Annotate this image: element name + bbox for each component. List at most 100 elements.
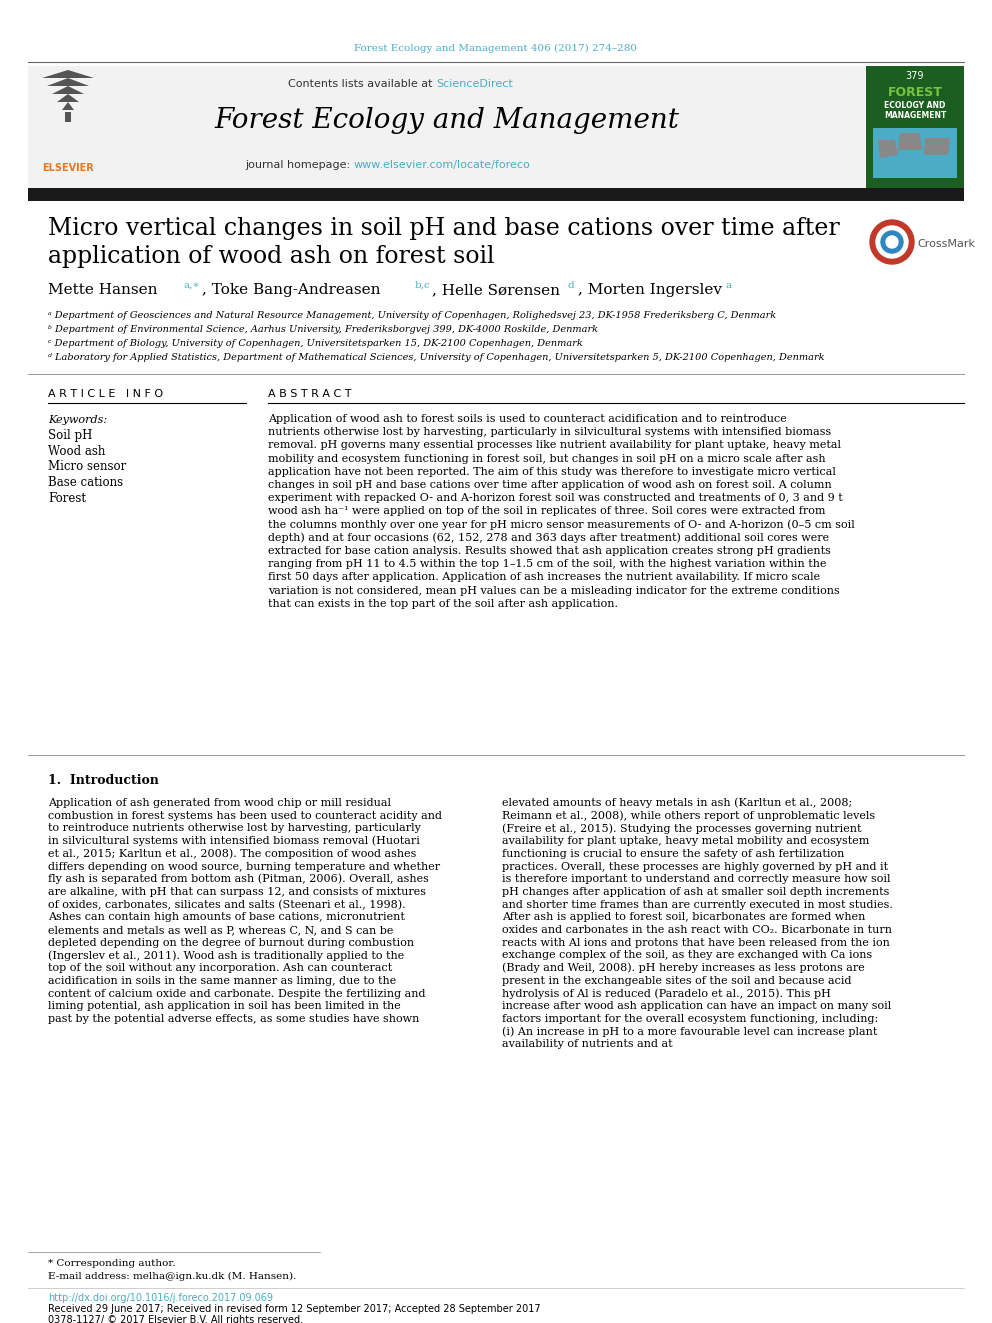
Circle shape [876,226,908,258]
Bar [28,66,866,188]
Text: , Helle Sørensen: , Helle Sørensen [432,283,560,296]
Text: ᵃ Department of Geosciences and Natural Resource Management, University of Copen: ᵃ Department of Geosciences and Natural … [48,311,776,320]
Text: and shorter time frames than are currently executed in most studies.: and shorter time frames than are current… [502,900,893,910]
Text: mobility and ecosystem functioning in forest soil, but changes in soil pH on a m: mobility and ecosystem functioning in fo… [268,454,825,463]
Text: practices. Overall, these processes are highly governed by pH and it: practices. Overall, these processes are … [502,861,888,872]
Text: liming potential, ash application in soil has been limited in the: liming potential, ash application in soi… [48,1002,401,1011]
Text: (i) An increase in pH to a more favourable level can increase plant: (i) An increase in pH to a more favourab… [502,1027,877,1037]
Text: Micro sensor: Micro sensor [48,460,126,474]
Text: availability for plant uptake, heavy metal mobility and ecosystem: availability for plant uptake, heavy met… [502,836,869,847]
Text: in silvicultural systems with intensified biomass removal (Huotari: in silvicultural systems with intensifie… [48,836,420,847]
Text: depth) and at four occasions (62, 152, 278 and 363 days after treatment) additio: depth) and at four occasions (62, 152, 2… [268,533,829,542]
Text: reacts with Al ions and protons that have been released from the ion: reacts with Al ions and protons that hav… [502,938,890,947]
Text: top of the soil without any incorporation. Ash can counteract: top of the soil without any incorporatio… [48,963,392,974]
Text: content of calcium oxide and carbonate. Despite the fertilizing and: content of calcium oxide and carbonate. … [48,988,426,999]
Text: factors important for the overall ecosystem functioning, including:: factors important for the overall ecosys… [502,1013,878,1024]
Text: past by the potential adverse effects, as some studies have shown: past by the potential adverse effects, a… [48,1013,420,1024]
Text: the columns monthly over one year for pH micro sensor measurements of O- and A-h: the columns monthly over one year for pH… [268,520,855,531]
Text: FOREST: FOREST [888,86,942,99]
Text: of oxides, carbonates, silicates and salts (Steenari et al., 1998).: of oxides, carbonates, silicates and sal… [48,900,406,910]
Text: that can exists in the top part of the soil after ash application.: that can exists in the top part of the s… [268,599,618,609]
Text: Forest Ecology and Management: Forest Ecology and Management [214,107,680,135]
Text: Base cations: Base cations [48,476,123,490]
Text: ᵇ Department of Environmental Science, Aarhus University, Frederiksborgvej 399, : ᵇ Department of Environmental Science, A… [48,325,598,335]
Text: b,c: b,c [415,280,431,290]
Text: Forest: Forest [48,492,86,504]
Text: Application of ash generated from wood chip or mill residual: Application of ash generated from wood c… [48,798,391,808]
Text: Micro vertical changes in soil pH and base cations over time after: Micro vertical changes in soil pH and ba… [48,217,840,241]
Text: http://dx.doi.org/10.1016/j.foreco.2017.09.069: http://dx.doi.org/10.1016/j.foreco.2017.… [48,1293,273,1303]
Text: increase after wood ash application can have an impact on many soil: increase after wood ash application can … [502,1002,891,1011]
Text: differs depending on wood source, burning temperature and whether: differs depending on wood source, burnin… [48,861,440,872]
Text: 1.  Introduction: 1. Introduction [48,774,159,786]
Text: journal homepage:: journal homepage: [245,160,354,169]
Text: is therefore important to understand and correctly measure how soil: is therefore important to understand and… [502,875,891,884]
Text: wood ash ha⁻¹ were applied on top of the soil in replicates of three. Soil cores: wood ash ha⁻¹ were applied on top of the… [268,507,825,516]
Text: Ashes can contain high amounts of base cations, micronutrient: Ashes can contain high amounts of base c… [48,913,405,922]
Text: fly ash is separated from bottom ash (Pitman, 2006). Overall, ashes: fly ash is separated from bottom ash (Pi… [48,875,429,885]
Text: removal. pH governs many essential processes like nutrient availability for plan: removal. pH governs many essential proce… [268,441,841,450]
Text: (Freire et al., 2015). Studying the processes governing nutrient: (Freire et al., 2015). Studying the proc… [502,823,861,833]
Polygon shape [878,140,898,157]
Text: a,∗: a,∗ [184,280,200,290]
Text: Wood ash: Wood ash [48,445,105,458]
Text: hydrolysis of Al is reduced (Paradelo et al., 2015). This pH: hydrolysis of Al is reduced (Paradelo et… [502,988,831,999]
Text: ECOLOGY AND: ECOLOGY AND [884,102,945,111]
Text: 379: 379 [906,71,925,81]
Text: Received 29 June 2017; Received in revised form 12 September 2017; Accepted 28 S: Received 29 June 2017; Received in revis… [48,1304,541,1314]
Text: application have not been reported. The aim of this study was therefore to inves: application have not been reported. The … [268,467,836,476]
Text: acidification in soils in the same manner as liming, due to the: acidification in soils in the same manne… [48,976,396,986]
Text: www.elsevier.com/locate/foreco: www.elsevier.com/locate/foreco [354,160,531,169]
Text: , Toke Bang-Andreasen: , Toke Bang-Andreasen [202,283,381,296]
Bar [65,112,71,122]
Text: to reintroduce nutrients otherwise lost by harvesting, particularly: to reintroduce nutrients otherwise lost … [48,823,421,833]
Text: experiment with repacked O- and A-horizon forest soil was constructed and treatm: experiment with repacked O- and A-horizo… [268,493,843,503]
Text: Contents lists available at: Contents lists available at [288,79,436,89]
Text: elements and metals as well as P, whereas C, N, and S can be: elements and metals as well as P, wherea… [48,925,394,935]
Polygon shape [924,138,950,155]
Polygon shape [47,78,89,86]
Text: are alkaline, with pH that can surpass 12, and consists of mixtures: are alkaline, with pH that can surpass 1… [48,886,426,897]
Text: et al., 2015; Karltun et al., 2008). The composition of wood ashes: et al., 2015; Karltun et al., 2008). The… [48,848,417,859]
Text: extracted for base cation analysis. Results showed that ash application creates : extracted for base cation analysis. Resu… [268,546,831,556]
Polygon shape [52,86,84,94]
Bar [873,128,957,179]
Polygon shape [57,94,79,102]
Text: ELSEVIER: ELSEVIER [42,163,94,173]
Polygon shape [62,102,74,110]
Text: combustion in forest systems has been used to counteract acidity and: combustion in forest systems has been us… [48,811,442,820]
Text: ᶜ Department of Biology, University of Copenhagen, Universitetsparken 15, DK-210: ᶜ Department of Biology, University of C… [48,340,582,348]
Text: 0378-1127/ © 2017 Elsevier B.V. All rights reserved.: 0378-1127/ © 2017 Elsevier B.V. All righ… [48,1315,304,1323]
Text: Application of wood ash to forest soils is used to counteract acidification and : Application of wood ash to forest soils … [268,414,787,423]
Text: oxides and carbonates in the ash react with CO₂. Bicarbonate in turn: oxides and carbonates in the ash react w… [502,925,892,935]
Text: depleted depending on the degree of burnout during combustion: depleted depending on the degree of burn… [48,938,414,947]
Text: Mette Hansen: Mette Hansen [48,283,158,296]
Text: MANAGEMENT: MANAGEMENT [884,111,946,120]
Text: * Corresponding author.: * Corresponding author. [48,1258,176,1267]
Text: nutrients otherwise lost by harvesting, particularly in silvicultural systems wi: nutrients otherwise lost by harvesting, … [268,427,831,437]
Text: Soil pH: Soil pH [48,430,92,442]
Text: (Brady and Weil, 2008). pH hereby increases as less protons are: (Brady and Weil, 2008). pH hereby increa… [502,963,865,974]
Polygon shape [42,70,94,78]
Text: pH changes after application of ash at smaller soil depth increments: pH changes after application of ash at s… [502,886,890,897]
Text: Reimann et al., 2008), while others report of unproblematic levels: Reimann et al., 2008), while others repo… [502,811,875,822]
Text: ScienceDirect: ScienceDirect [436,79,513,89]
Text: changes in soil pH and base cations over time after application of wood ash on f: changes in soil pH and base cations over… [268,480,831,490]
Text: d: d [567,280,573,290]
Text: a: a [725,280,731,290]
Text: present in the exchangeable sites of the soil and because acid: present in the exchangeable sites of the… [502,976,851,986]
Text: CrossMark: CrossMark [917,239,975,249]
Text: elevated amounts of heavy metals in ash (Karltun et al., 2008;: elevated amounts of heavy metals in ash … [502,798,852,808]
Text: application of wood ash on forest soil: application of wood ash on forest soil [48,245,494,267]
Bar [28,66,136,188]
Text: Forest Ecology and Management 406 (2017) 274–280: Forest Ecology and Management 406 (2017)… [354,44,638,53]
Text: ranging from pH 11 to 4.5 within the top 1–1.5 cm of the soil, with the highest : ranging from pH 11 to 4.5 within the top… [268,560,826,569]
Text: functioning is crucial to ensure the safety of ash fertilization: functioning is crucial to ensure the saf… [502,849,844,859]
Bar [28,188,964,201]
Circle shape [870,220,914,265]
Text: , Morten Ingerslev: , Morten Ingerslev [578,283,722,296]
Text: availability of nutrients and at: availability of nutrients and at [502,1040,673,1049]
Text: ᵈ Laboratory for Applied Statistics, Department of Mathematical Sciences, Univer: ᵈ Laboratory for Applied Statistics, Dep… [48,353,824,363]
Text: variation is not considered, mean pH values can be a misleading indicator for th: variation is not considered, mean pH val… [268,586,840,595]
Polygon shape [898,134,922,149]
